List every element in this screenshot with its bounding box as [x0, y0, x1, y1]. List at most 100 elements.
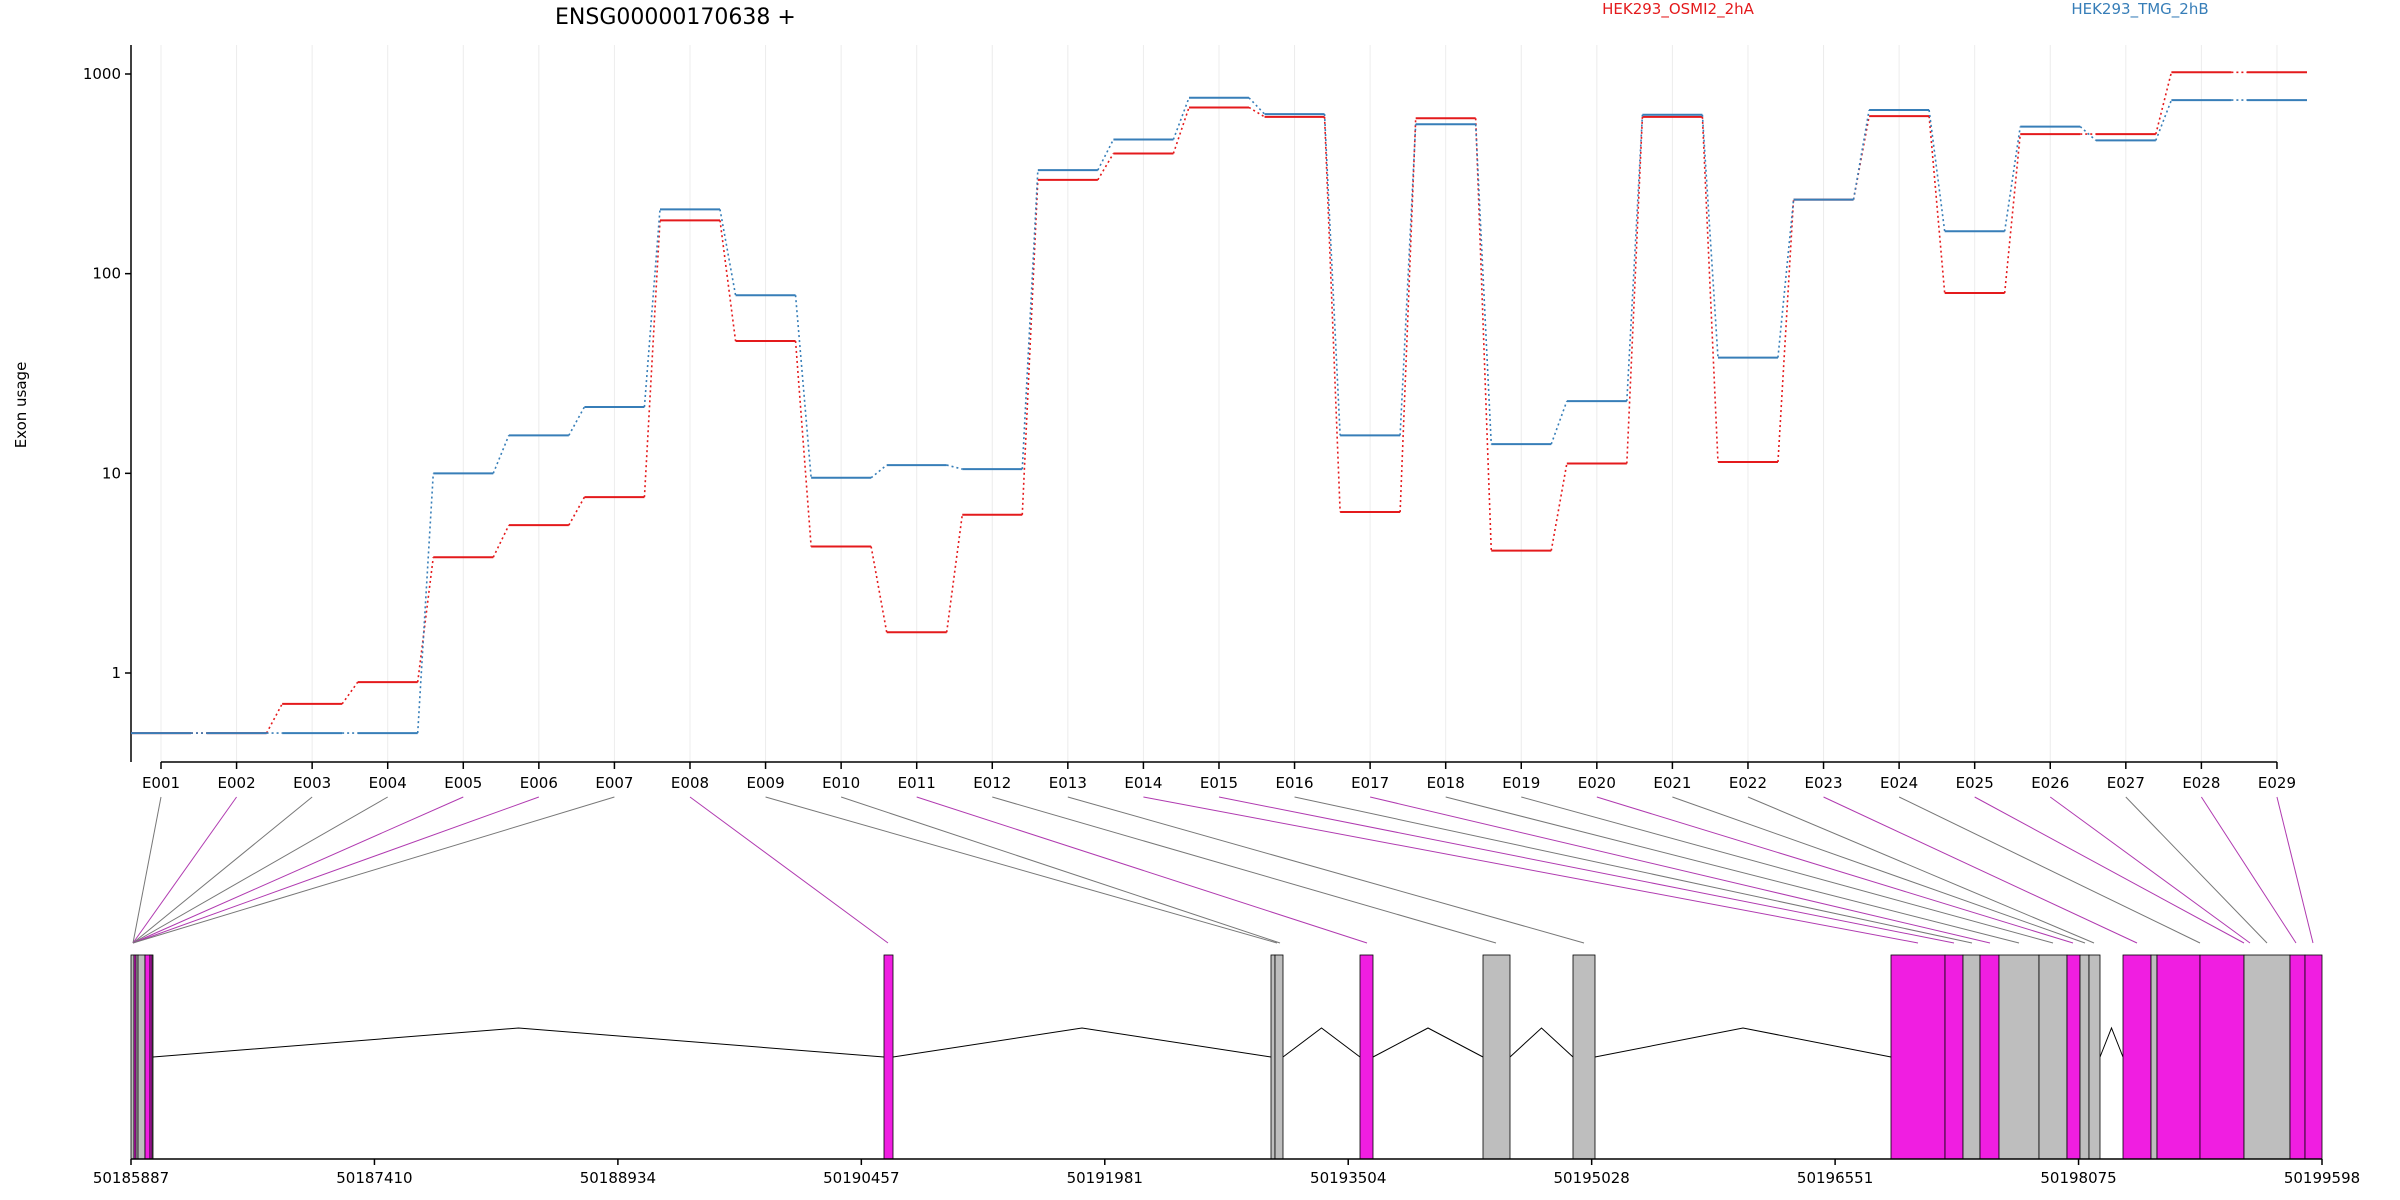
series-connector: [2003, 126, 2022, 232]
series-connector: [1474, 118, 1493, 551]
genomic-tick-label: 50190457: [823, 1169, 899, 1187]
exon-connector: [1067, 796, 1585, 944]
x-tick-label: E003: [293, 774, 331, 792]
exon-connector: [2276, 796, 2314, 944]
series-connector: [1399, 118, 1417, 513]
series-connector: [416, 473, 435, 734]
exon-box: [2088, 954, 2101, 1160]
y-tick-label: 1: [111, 664, 121, 682]
y-tick-label: 1000: [83, 65, 121, 83]
x-tick-label: E022: [1729, 774, 1767, 792]
exon-box: [1359, 954, 1374, 1160]
x-tick-label: E007: [595, 774, 633, 792]
series-connector: [1852, 116, 1870, 200]
x-tick-label: E010: [822, 774, 860, 792]
x-tick-label: E013: [1049, 774, 1087, 792]
genomic-tick-label: 50198075: [2040, 1169, 2116, 1187]
exon-connector: [1143, 796, 1919, 944]
exon-connector: [132, 796, 388, 944]
exon-connector: [1218, 796, 1955, 944]
legend-entry-tmg: HEK293_TMG_2hB: [2071, 0, 2208, 19]
series-connector: [1852, 109, 1870, 200]
series-connector: [492, 524, 510, 558]
series-connector: [1777, 199, 1795, 463]
x-tick-label: E016: [1275, 774, 1313, 792]
x-tick-label: E021: [1653, 774, 1691, 792]
chart-title: ENSG00000170638 +: [555, 5, 796, 30]
x-tick-label: E006: [520, 774, 558, 792]
exon-box: [151, 954, 154, 1160]
plot-area: 1 10 100 1000 E001 E002 E003 E004 E005 E006 E007 E0…: [83, 45, 2360, 1187]
genomic-tick-label: 50185887: [93, 1169, 169, 1187]
series-connector: [794, 295, 812, 478]
x-tick-label: E005: [444, 774, 482, 792]
exon-box: [2038, 954, 2068, 1160]
series-connector: [1172, 107, 1190, 154]
genomic-tick-label: 50191981: [1067, 1169, 1143, 1187]
exon-box: [1979, 954, 2000, 1160]
exon-box: [2150, 954, 2158, 1160]
series-connector: [1928, 116, 1946, 294]
exon-connector: [992, 796, 1497, 944]
exon-connector: [1370, 796, 1991, 944]
series-connector: [643, 220, 661, 498]
exon-connector: [132, 796, 237, 944]
exon-connector: [1898, 796, 2201, 944]
series-connector: [870, 464, 888, 479]
series-connector: [1474, 124, 1493, 445]
series-connector: [2155, 72, 2173, 135]
series-connector: [1248, 97, 1266, 115]
series-connector: [1550, 400, 1568, 445]
exon-connector: [2200, 796, 2297, 944]
x-tick-label: E011: [898, 774, 936, 792]
intron-line: [1594, 1027, 1892, 1058]
x-tick-label: E025: [1956, 774, 1994, 792]
exon-box: [130, 954, 135, 1160]
genomic-tick-label: 50195028: [1553, 1169, 1629, 1187]
exon-connector: [132, 796, 313, 944]
series-connector: [945, 514, 964, 633]
x-tick-label: E017: [1351, 774, 1389, 792]
series-connector: [416, 557, 435, 683]
exon-connector: [2125, 796, 2268, 944]
x-tick-label: E018: [1427, 774, 1465, 792]
genomic-tick-label: 50193504: [1310, 1169, 1386, 1187]
exon-box: [2079, 954, 2090, 1160]
exon-connector: [689, 796, 889, 944]
exon-connector: [1445, 796, 2020, 944]
series-connector: [341, 681, 359, 705]
intron-line: [1509, 1027, 1574, 1058]
exon-box: [2304, 954, 2323, 1160]
x-tick-label: E029: [2258, 774, 2296, 792]
series-connector: [2079, 126, 2097, 141]
series-connector: [265, 703, 283, 734]
series-connector: [643, 209, 661, 408]
exon-connector: [1974, 796, 2245, 944]
series-connector: [1626, 116, 1644, 464]
genomic-tick-label: 50199598: [2284, 1169, 2360, 1187]
exon-box: [2289, 954, 2306, 1160]
x-tick-label: E026: [2031, 774, 2069, 792]
exon-box: [1482, 954, 1511, 1160]
exon-connector: [132, 796, 162, 944]
exon-box: [1944, 954, 1964, 1160]
genomic-tick-label: 50187410: [336, 1169, 412, 1187]
exon-connector: [1294, 796, 1973, 944]
series-connector: [1701, 114, 1719, 358]
exon-connector: [2049, 796, 2251, 944]
y-axis-title: Exon usage: [12, 362, 30, 449]
series-connector: [1172, 97, 1190, 140]
series-connector: [1323, 114, 1341, 436]
exon-box: [2122, 954, 2152, 1160]
series-connector: [1550, 463, 1568, 551]
series-connector: [2155, 99, 2173, 141]
exon-box: [2156, 954, 2201, 1160]
exon-box: [1890, 954, 1946, 1160]
exon-connector: [132, 796, 464, 944]
exon-box: [1962, 954, 1981, 1160]
series-connector: [1928, 109, 1946, 232]
exon-connector: [1747, 796, 2095, 944]
x-tick-label: E012: [973, 774, 1011, 792]
